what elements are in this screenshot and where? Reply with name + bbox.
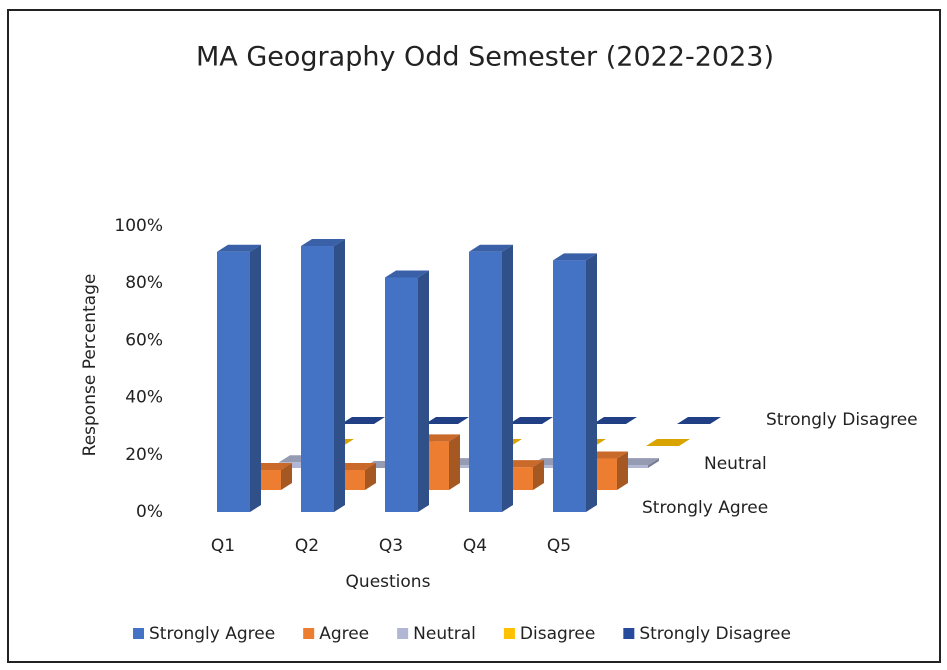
bar: [279, 462, 312, 468]
bar-3d: [385, 270, 429, 512]
y-tick-label: 100%: [114, 216, 163, 236]
legend-label: Agree: [319, 624, 369, 644]
legend-label: Disagree: [520, 624, 595, 644]
y-tick-label: 20%: [125, 445, 163, 465]
bar-side: [502, 244, 513, 513]
bar-3d: [425, 417, 469, 424]
bar: [301, 246, 334, 512]
y-tick-label: 0%: [136, 502, 163, 522]
bar-top: [341, 417, 385, 424]
legend-swatch: [303, 628, 315, 639]
bar-3d: [301, 239, 345, 512]
x-tick-label: Q2: [295, 536, 319, 556]
x-tick-label: Q5: [547, 536, 571, 556]
bar-top: [646, 439, 690, 446]
legend-label: Strongly Disagree: [639, 624, 791, 644]
bar: [469, 251, 502, 513]
bar-top: [677, 417, 721, 424]
depth-axis-label: Neutral: [704, 454, 767, 474]
legend-swatch: [503, 628, 515, 639]
y-tick-label: 40%: [125, 388, 163, 408]
legend-swatch: [397, 628, 409, 639]
x-tick-label: Q3: [379, 536, 403, 556]
bar-side: [449, 434, 460, 490]
bar-side: [365, 462, 376, 490]
legend-label: Strongly Agree: [149, 624, 275, 644]
bar-3d: [469, 244, 513, 513]
bar-3d: [646, 439, 690, 446]
bar-side: [281, 462, 292, 490]
bar: [615, 465, 648, 468]
bar-3d: [553, 253, 597, 512]
legend-swatch: [133, 628, 144, 639]
y-axis-title: Response Percentage: [80, 274, 100, 457]
bar-top: [593, 417, 637, 424]
bar-side: [617, 451, 628, 490]
bar-top: [425, 417, 469, 424]
bar-side: [586, 253, 597, 512]
depth-axis-label: Strongly Disagree: [766, 410, 918, 430]
bar-top: [553, 253, 597, 261]
bar: [385, 277, 418, 512]
bar-top: [509, 417, 553, 424]
legend-label: Neutral: [413, 624, 476, 644]
bar-side: [334, 239, 345, 512]
bar-side: [250, 244, 261, 513]
bar: [217, 251, 250, 513]
bar-3d: [509, 417, 553, 424]
bar: [553, 260, 586, 512]
x-tick-label: Q1: [211, 536, 235, 556]
bar-top: [385, 270, 429, 278]
bar-3d: [341, 417, 385, 424]
bar: [531, 465, 564, 468]
depth-axis-label: Strongly Agree: [642, 498, 768, 518]
x-axis-title: Questions: [346, 572, 431, 592]
x-tick-label: Q4: [463, 536, 487, 556]
y-tick-label: 60%: [125, 330, 163, 350]
bar-side: [648, 458, 659, 468]
y-tick-label: 80%: [125, 273, 163, 293]
bar-top: [301, 239, 345, 247]
bar: [447, 465, 480, 468]
bar-3d: [217, 244, 261, 513]
bar-top: [469, 244, 513, 252]
bar-3d: [593, 417, 637, 424]
bar-side: [533, 460, 544, 490]
legend-swatch: [623, 628, 635, 639]
bar-side: [418, 270, 429, 512]
bar-3d: [677, 417, 721, 424]
bar-top: [217, 244, 261, 252]
chart-title: MA Geography Odd Semester (2022-2023): [196, 42, 774, 73]
